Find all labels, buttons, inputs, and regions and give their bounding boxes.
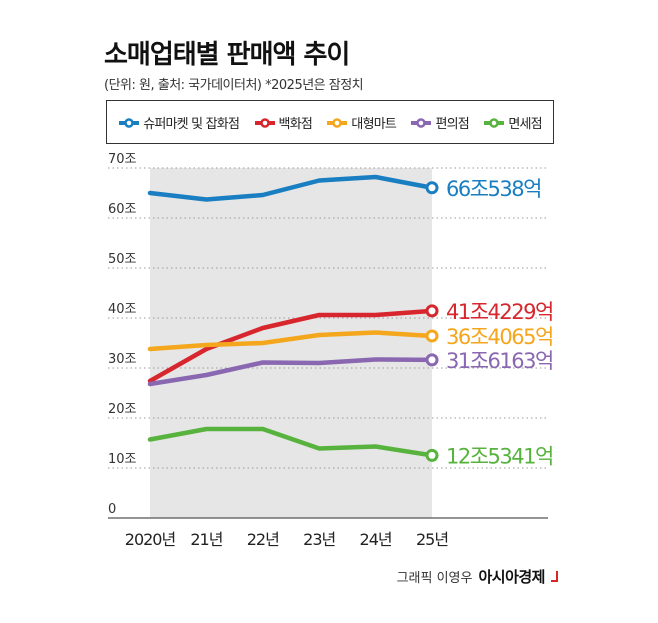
series-end-label-1: 41조4229억 <box>446 300 553 324</box>
legend-swatch-duty-free <box>483 117 505 128</box>
x-tick-label: 24년 <box>360 530 392 549</box>
y-tick-label: 20조 <box>108 402 137 417</box>
legend-item-convenience-store: 편의점 <box>410 113 470 132</box>
brand-logo: 아시아경제 <box>478 568 545 586</box>
legend-label-convenience-store: 편의점 <box>435 116 469 132</box>
legend: 슈퍼마켓 및 잡화점 백화점 대형마트 편의점 면세점 <box>106 100 554 144</box>
y-tick-label: 40조 <box>108 302 137 317</box>
series-end-point-3 <box>425 353 439 367</box>
legend-label-duty-free: 면세점 <box>508 116 542 132</box>
series-end-label-2: 36조4065억 <box>446 325 553 349</box>
brand-mark-icon <box>551 571 558 582</box>
legend-item-supermarket: 슈퍼마켓 및 잡화점 <box>118 113 240 132</box>
legend-swatch-convenience-store <box>410 117 432 128</box>
x-tick-label: 25년 <box>416 530 448 549</box>
series-end-label-4: 12조5341억 <box>446 444 553 468</box>
x-tick-label: 23년 <box>303 530 335 549</box>
legend-label-department-store: 백화점 <box>278 116 313 132</box>
y-tick-label: 60조 <box>108 202 137 217</box>
series-line-2 <box>147 330 435 352</box>
chart-subtitle: (단위: 원, 출처: 국가데이터처) *2025년은 잠정치 <box>104 78 364 93</box>
legend-item-hypermarket: 대형마트 <box>326 113 397 132</box>
x-tick-label: 2020년 <box>125 530 176 549</box>
series-line-0 <box>147 174 435 202</box>
series-end-point-1 <box>425 304 439 318</box>
credit: 그래픽 이영우 아시아경제 <box>397 566 558 587</box>
legend-label-supermarket: 슈퍼마켓 및 잡화점 <box>143 116 240 132</box>
series-line-4 <box>147 426 435 458</box>
shaded-period <box>150 168 432 518</box>
credit-text: 그래픽 이영우 <box>396 571 473 586</box>
legend-swatch-supermarket <box>118 117 140 128</box>
series-line-1 <box>147 308 435 384</box>
legend-swatch-department-store <box>254 117 276 128</box>
legend-item-duty-free: 면세점 <box>483 113 543 132</box>
y-tick-label: 10조 <box>108 452 137 467</box>
series-end-label-0: 66조538억 <box>446 177 541 201</box>
chart-title: 소매업태별 판매액 추이 <box>104 40 350 70</box>
y-tick-label: 0 <box>108 502 116 517</box>
x-tick-label: 21년 <box>190 530 222 549</box>
series-end-point-0 <box>425 181 439 195</box>
series-end-point-4 <box>425 448 439 462</box>
x-tick-label: 22년 <box>247 530 279 549</box>
legend-item-department-store: 백화점 <box>254 113 313 132</box>
legend-label-hypermarket: 대형마트 <box>351 116 397 132</box>
legend-swatch-hypermarket <box>326 117 348 128</box>
y-tick-label: 30조 <box>108 352 137 367</box>
y-tick-label: 50조 <box>108 252 137 267</box>
series-end-point-2 <box>425 329 439 343</box>
series-line-3 <box>147 357 435 387</box>
series-end-label-3: 31조6163억 <box>446 349 553 373</box>
y-tick-label: 70조 <box>108 152 137 167</box>
